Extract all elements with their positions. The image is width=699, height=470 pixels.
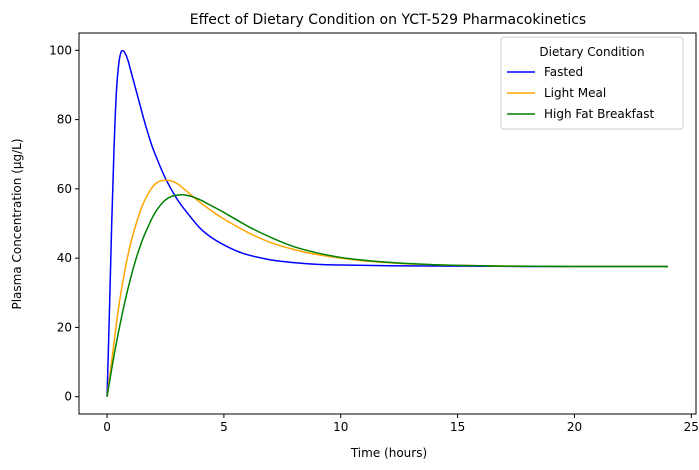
x-tick-label: 10 [333, 420, 348, 434]
series-line-fasted [106, 49, 668, 397]
plot-area-frame [78, 32, 697, 415]
x-tick-label: 0 [103, 420, 111, 434]
x-tick-label: 5 [220, 420, 228, 434]
y-tick-label: 0 [64, 390, 72, 404]
y-tick-label: 80 [57, 113, 72, 127]
y-tick-label: 60 [57, 182, 72, 196]
y-axis-ticks: 0 20 40 60 80 100 [49, 43, 79, 404]
series-line-high-fat-breakfast [106, 193, 668, 397]
legend-label-light-meal: Light Meal [544, 86, 606, 100]
y-tick-label: 20 [57, 320, 72, 334]
x-tick-label: 20 [567, 420, 582, 434]
x-axis-label: Time (hours) [350, 446, 427, 460]
chart-title: Effect of Dietary Condition on YCT-529 P… [190, 12, 586, 28]
x-tick-label: 25 [684, 420, 699, 434]
y-tick-label: 100 [49, 43, 72, 57]
legend-label-fasted: Fasted [544, 65, 583, 79]
x-axis-ticks: 0 5 10 15 20 25 [103, 414, 699, 434]
series-lines [106, 49, 668, 397]
legend: Dietary Condition Fasted Light Meal High F… [500, 36, 684, 130]
y-axis-label: Plasma Concentration (µg/L) [10, 138, 24, 309]
legend-title: Dietary Condition [539, 45, 644, 59]
x-tick-label: 15 [450, 420, 465, 434]
legend-items: Fasted Light Meal High Fat Breakfast [507, 65, 654, 121]
series-line-light-meal [106, 179, 668, 397]
legend-label-high-fat-breakfast: High Fat Breakfast [544, 107, 654, 121]
legend-box [500, 36, 684, 130]
y-tick-label: 40 [57, 251, 72, 265]
